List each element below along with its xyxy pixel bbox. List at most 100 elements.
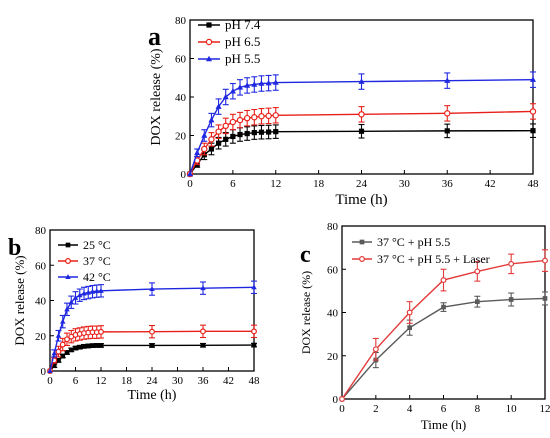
- panel-a: a 0 6 12 18 24 30 36 42 48 0 20 40 60 80 Time (h) DOX re…: [148, 15, 539, 208]
- data-point: [542, 296, 548, 301]
- data-point: [55, 348, 62, 355]
- data-point: [237, 131, 243, 138]
- series-0: [47, 342, 257, 374]
- data-point: [59, 341, 66, 348]
- data-point: [251, 342, 257, 348]
- data-point: [444, 128, 450, 134]
- data-point: [358, 78, 365, 84]
- x-tick-label: 0: [47, 375, 53, 387]
- y-axis-label: DOX release (%): [12, 255, 27, 345]
- data-point: [508, 260, 515, 267]
- x-tick-label: 36: [198, 375, 210, 387]
- data-point: [272, 112, 279, 119]
- data-point: [229, 88, 236, 94]
- legend-label: pH 5.5: [225, 51, 260, 66]
- legend-marker: [205, 38, 213, 46]
- legend-marker: [206, 22, 212, 28]
- legend-marker: [65, 258, 71, 264]
- data-point: [244, 82, 251, 88]
- data-point: [244, 130, 250, 137]
- data-point: [64, 350, 70, 355]
- data-point: [243, 114, 251, 122]
- data-point: [529, 76, 537, 82]
- data-point: [56, 358, 61, 363]
- y-tick-label: 20: [35, 331, 47, 343]
- data-point: [266, 129, 272, 135]
- legend-label: 37 °C + pH 5.5: [377, 235, 450, 249]
- data-point: [358, 128, 365, 134]
- data-point: [251, 284, 257, 290]
- data-point: [258, 80, 265, 86]
- data-point: [406, 309, 413, 316]
- data-point: [358, 111, 365, 118]
- data-point: [51, 350, 57, 356]
- y-tick-label: 40: [327, 308, 339, 320]
- legend-marker: [65, 242, 71, 248]
- data-point: [265, 79, 272, 86]
- y-tick-label: 60: [175, 54, 187, 66]
- series-1: [186, 103, 537, 178]
- legend: pH 7.4 pH 6.5 pH 5.5: [198, 17, 261, 66]
- legend-label: 37 °C + pH 5.5 + Laser: [377, 252, 490, 266]
- series-1: [339, 249, 548, 402]
- data-point: [223, 136, 229, 142]
- y-tick-label: 0: [41, 366, 47, 378]
- y-axis-label: DOX release (%): [149, 48, 164, 146]
- data-point: [258, 113, 265, 120]
- legend-label: 37 °C: [83, 254, 111, 268]
- data-point: [215, 140, 222, 146]
- data-point: [251, 81, 258, 87]
- data-point: [236, 116, 244, 124]
- data-point: [89, 288, 96, 294]
- panel-letter: a: [148, 22, 161, 51]
- y-tick-label: 40: [175, 92, 187, 104]
- x-tick-label: 24: [356, 178, 368, 190]
- y-tick-label: 80: [175, 15, 187, 27]
- x-tick-label: 24: [147, 375, 159, 387]
- data-point: [200, 285, 206, 291]
- data-point: [85, 343, 91, 349]
- series-line: [189, 110, 534, 175]
- data-point: [222, 122, 229, 130]
- y-tick-label: 60: [327, 264, 339, 276]
- legend: 37 °C + pH 5.5 37 °C + pH 5.5 + Laser: [352, 235, 490, 266]
- x-tick-label: 4: [407, 403, 413, 415]
- data-point: [98, 328, 104, 335]
- x-axis-label: Time (h): [128, 388, 177, 403]
- data-point: [55, 332, 62, 338]
- series-line: [49, 286, 255, 372]
- data-point: [372, 346, 379, 353]
- x-tick-label: 48: [249, 375, 261, 387]
- x-tick-label: 12: [96, 375, 107, 387]
- data-point: [98, 343, 104, 348]
- data-point: [94, 343, 100, 348]
- data-point: [73, 345, 78, 351]
- series-line: [189, 129, 534, 175]
- data-point: [474, 299, 480, 305]
- series-0: [187, 123, 536, 177]
- series-line: [189, 78, 534, 175]
- x-tick-label: 36: [442, 178, 454, 190]
- data-point: [508, 297, 514, 302]
- series-0: [339, 291, 548, 402]
- series-1: [47, 324, 257, 374]
- data-point: [68, 299, 74, 305]
- data-point: [236, 84, 244, 90]
- data-point: [272, 79, 279, 85]
- data-point: [81, 343, 87, 349]
- data-point: [339, 396, 345, 402]
- panel-letter: c: [300, 242, 311, 268]
- x-tick-label: 42: [223, 375, 234, 387]
- x-tick-label: 30: [172, 375, 184, 387]
- data-point: [51, 363, 57, 369]
- data-point: [98, 287, 104, 293]
- x-tick-label: 18: [121, 375, 133, 387]
- data-point: [60, 318, 66, 324]
- data-point: [200, 328, 206, 335]
- x-tick-label: 12: [540, 403, 550, 415]
- x-axis-label: Time (h): [421, 417, 466, 432]
- data-point: [149, 343, 155, 348]
- x-tick-label: 8: [475, 403, 481, 415]
- data-point: [201, 132, 208, 138]
- data-point: [230, 133, 236, 140]
